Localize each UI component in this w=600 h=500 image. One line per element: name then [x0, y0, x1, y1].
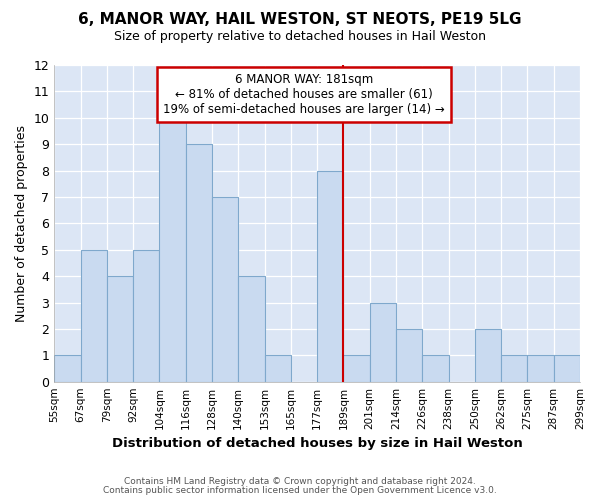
Bar — [238, 276, 265, 382]
X-axis label: Distribution of detached houses by size in Hail Weston: Distribution of detached houses by size … — [112, 437, 523, 450]
Text: 6 MANOR WAY: 181sqm
← 81% of detached houses are smaller (61)
19% of semi-detach: 6 MANOR WAY: 181sqm ← 81% of detached ho… — [163, 73, 445, 116]
Y-axis label: Number of detached properties: Number of detached properties — [15, 125, 28, 322]
Text: 6, MANOR WAY, HAIL WESTON, ST NEOTS, PE19 5LG: 6, MANOR WAY, HAIL WESTON, ST NEOTS, PE1… — [78, 12, 522, 28]
Bar — [475, 329, 501, 382]
Bar — [186, 144, 212, 382]
Bar — [133, 250, 160, 382]
Text: Contains HM Land Registry data © Crown copyright and database right 2024.: Contains HM Land Registry data © Crown c… — [124, 477, 476, 486]
Bar — [107, 276, 133, 382]
Bar — [370, 302, 396, 382]
Text: Size of property relative to detached houses in Hail Weston: Size of property relative to detached ho… — [114, 30, 486, 43]
Bar — [422, 356, 449, 382]
Bar — [317, 170, 343, 382]
Bar — [160, 118, 186, 382]
Bar — [54, 356, 80, 382]
Bar — [265, 356, 291, 382]
Bar — [212, 197, 238, 382]
Bar — [343, 356, 370, 382]
Bar — [501, 356, 527, 382]
Bar — [527, 356, 554, 382]
Text: Contains public sector information licensed under the Open Government Licence v3: Contains public sector information licen… — [103, 486, 497, 495]
Bar — [80, 250, 107, 382]
Bar — [396, 329, 422, 382]
Bar — [554, 356, 580, 382]
